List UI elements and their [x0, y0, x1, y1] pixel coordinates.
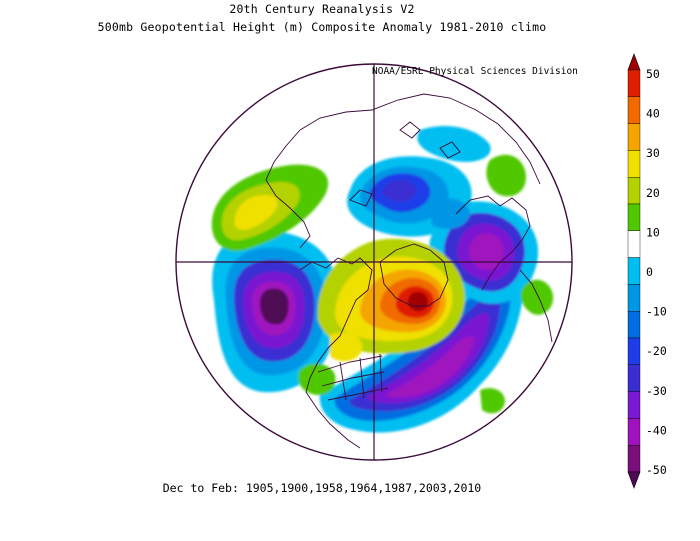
east-asia-coast [265, 129, 311, 249]
colorbar-swatch [627, 418, 641, 446]
africa-coast [519, 269, 553, 343]
colorbar-tick-label: -30 [646, 384, 667, 398]
canada-positive-band [330, 332, 363, 362]
colorbar-swatch [627, 176, 641, 205]
colorbar-tick-label: 10 [646, 225, 660, 239]
colorbar-swatch [627, 257, 641, 285]
colorbar-tick-label: -20 [646, 344, 667, 358]
colorbar-tick-label: 50 [646, 67, 660, 81]
colorbar-tick-label: -50 [646, 463, 667, 477]
north-america-coast [299, 257, 373, 449]
colorbar-swatch [627, 364, 641, 392]
colorbar-bottom-triangle [627, 471, 641, 489]
colorbar-tick-label: 0 [646, 265, 653, 279]
colorbar-swatch [627, 230, 641, 258]
map-border [175, 63, 573, 461]
atlantic-positive-small [480, 388, 505, 414]
colorbar-tick-label: 20 [646, 186, 660, 200]
colorbar-swatch [627, 391, 641, 419]
atlantic-negative-3 [349, 294, 501, 412]
arctic-islands [349, 121, 461, 207]
map-title: 20th Century Reanalysis V2 [229, 2, 415, 16]
colorbar-top-triangle [627, 53, 641, 71]
colorbar-tick-label: -10 [646, 305, 667, 319]
asia-positive-core [234, 194, 278, 230]
atlantic-negative-5 [385, 336, 474, 398]
coastlines [265, 93, 553, 449]
colorbar-tick-label: 30 [646, 146, 660, 160]
atlantic-negative-4 [365, 313, 489, 404]
africa-positive-small [520, 279, 554, 315]
colorbar-swatch [627, 96, 641, 124]
colorbar-swatch [627, 123, 641, 151]
colorbar-swatch [627, 311, 641, 339]
colorbar-swatch [627, 284, 641, 312]
europe-coast [455, 195, 531, 291]
colorbar-swatch [627, 203, 641, 231]
colorbar-tick-label: -40 [646, 423, 667, 437]
colorbar-swatch [627, 337, 641, 365]
colorbar-swatch [627, 150, 641, 178]
siberia-negative-core [469, 233, 504, 270]
colorbar-tick-label: 40 [646, 107, 660, 121]
asia-coast [299, 93, 541, 185]
colorbar-swatch [627, 445, 641, 473]
europe-negative-strip [430, 198, 470, 229]
us-grid [317, 353, 389, 401]
europe-positive-small [486, 154, 526, 197]
date-caption: Dec to Feb: 1905,1900,1958,1964,1987,200… [162, 481, 482, 495]
credit-label: NOAA/ESRL Physical Sciences Division [372, 66, 578, 77]
greenland-coast [379, 243, 449, 307]
arctic-negative-4 [381, 180, 417, 202]
anomaly-fill-layer [211, 125, 554, 433]
map-subtitle: 500mb Geopotential Height (m) Composite … [97, 20, 547, 34]
colorbar-swatch [627, 69, 641, 97]
pacific-negative-core [260, 288, 289, 325]
